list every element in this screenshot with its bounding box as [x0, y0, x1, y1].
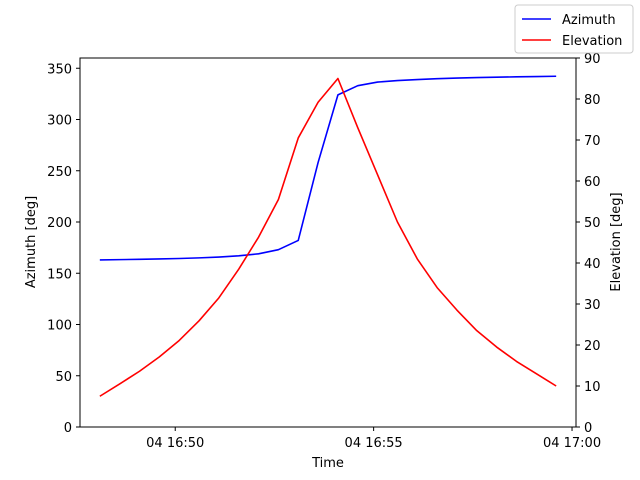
y-right-tick-label: 70 — [584, 134, 601, 149]
left-axis-ticks: 0 50 100 150 200 250 300 350 — [47, 62, 80, 436]
x-tick-label: 04 16:50 — [146, 436, 204, 451]
y-left-tick-label: 150 — [47, 267, 72, 282]
legend-label-elevation: Elevation — [562, 34, 622, 49]
series-line-elevation — [99, 77, 557, 397]
y-right-tick-label: 20 — [584, 339, 601, 354]
legend-box — [514, 4, 634, 54]
x-axis-title: Time — [311, 456, 344, 471]
series-line-azimuth — [99, 75, 557, 261]
legend: Azimuth Elevation — [514, 4, 634, 54]
y-right-tick-label: 40 — [584, 257, 601, 272]
right-axis-ticks: 0 10 20 30 40 50 60 70 80 90 — [576, 52, 601, 436]
y-left-tick-label: 300 — [47, 114, 72, 129]
y-right-axis-title: Elevation [deg] — [609, 192, 624, 291]
y-left-tick-label: 250 — [47, 165, 72, 180]
y-right-tick-label: 90 — [584, 52, 601, 67]
x-tick-label: 04 17:00 — [543, 436, 601, 451]
y-left-tick-label: 50 — [55, 370, 72, 385]
y-left-axis-title: Azimuth [deg] — [24, 196, 39, 288]
legend-label-azimuth: Azimuth — [562, 13, 616, 28]
y-right-tick-label: 10 — [584, 380, 601, 395]
y-left-tick-label: 100 — [47, 319, 72, 334]
plot-frame — [79, 57, 577, 428]
y-right-tick-label: 50 — [584, 216, 601, 231]
y-left-tick-label: 350 — [47, 62, 72, 77]
series-layer — [99, 75, 557, 397]
x-axis-ticks: 04 16:50 04 16:55 04 17:00 — [146, 427, 601, 451]
y-left-tick-label: 0 — [64, 421, 72, 436]
y-right-tick-label: 60 — [584, 175, 601, 190]
y-left-tick-label: 200 — [47, 216, 72, 231]
y-right-tick-label: 0 — [584, 421, 592, 436]
x-tick-label: 04 16:55 — [345, 436, 403, 451]
y-right-tick-label: 30 — [584, 298, 601, 313]
y-right-tick-label: 80 — [584, 93, 601, 108]
